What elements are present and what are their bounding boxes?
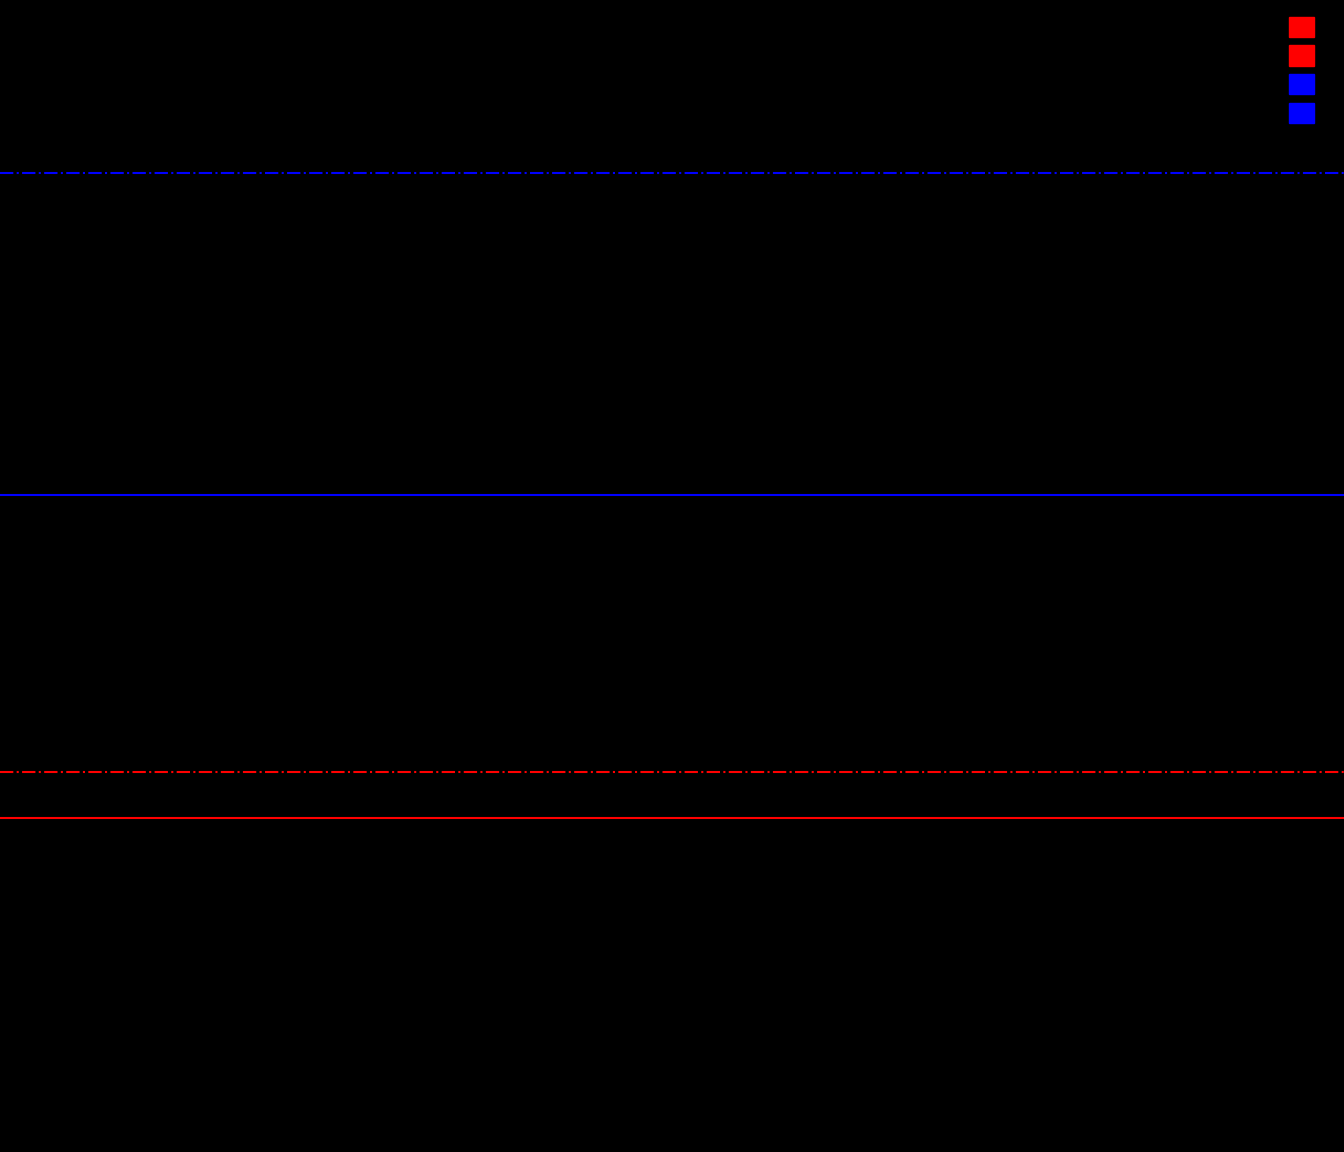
Legend: , , , : , , , <box>1281 8 1336 131</box>
